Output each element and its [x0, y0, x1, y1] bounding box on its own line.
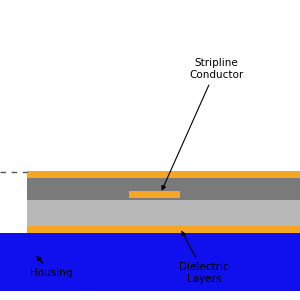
Bar — [129, 191, 180, 198]
Bar — [0, 232, 300, 291]
Bar — [0, 226, 300, 232]
Text: Dielectric
Layers: Dielectric Layers — [179, 232, 229, 284]
Bar — [0, 171, 300, 178]
Text: Housing: Housing — [30, 256, 72, 278]
Bar — [0, 0, 27, 171]
Bar — [0, 200, 300, 226]
Bar — [0, 178, 300, 200]
Text: Stripline
Conductor: Stripline Conductor — [162, 58, 243, 190]
Bar — [0, 171, 27, 232]
